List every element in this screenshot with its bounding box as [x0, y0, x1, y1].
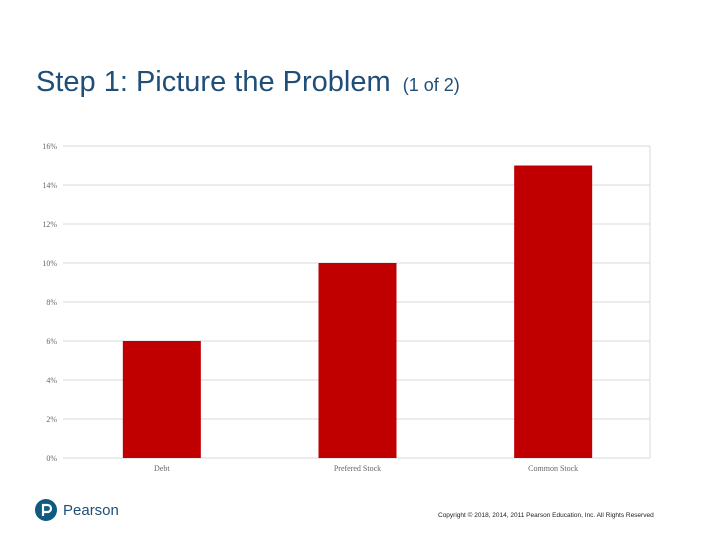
- chart-bars: [122, 165, 593, 458]
- y-tick-label: 4%: [46, 376, 57, 385]
- x-category-label: Debt: [154, 464, 170, 473]
- x-category-label: Common Stock: [528, 464, 578, 473]
- bar: [122, 341, 201, 458]
- y-tick-label: 0%: [46, 454, 57, 463]
- slide-title-main: Step 1: Picture the Problem: [36, 66, 391, 98]
- y-axis-ticks: 0% 2% 4% 6% 8% 10% 12% 14% 16%: [42, 142, 57, 463]
- y-tick-label: 10%: [42, 259, 57, 268]
- y-tick-label: 16%: [42, 142, 57, 151]
- y-tick-label: 2%: [46, 415, 57, 424]
- x-category-label: Prefered Stock: [334, 464, 381, 473]
- bar: [318, 263, 397, 458]
- copyright-notice: Copyright © 2018, 2014, 2011 Pearson Edu…: [438, 512, 654, 519]
- slide-title: Step 1: Picture the Problem (1 of 2): [36, 66, 460, 99]
- bar: [514, 165, 593, 458]
- pearson-logo-text: Pearson: [63, 501, 119, 519]
- pearson-p-icon: [35, 499, 57, 521]
- y-tick-label: 8%: [46, 298, 57, 307]
- y-tick-label: 14%: [42, 181, 57, 190]
- x-axis-categories: Debt Prefered Stock Common Stock: [154, 464, 578, 473]
- slide-title-suffix: (1 of 2): [402, 75, 460, 95]
- y-tick-label: 12%: [42, 220, 57, 229]
- pearson-logo: Pearson: [35, 499, 119, 521]
- y-tick-label: 6%: [46, 337, 57, 346]
